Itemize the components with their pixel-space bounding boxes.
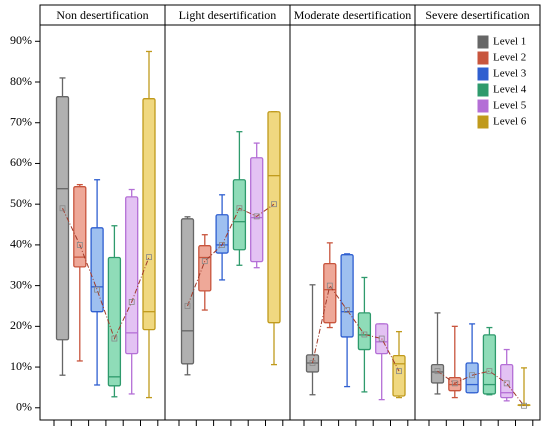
mean-line	[62, 208, 150, 340]
legend-label: Level 3	[493, 68, 527, 80]
mean-marker	[521, 402, 527, 409]
box	[142, 98, 156, 331]
mean-marker	[503, 380, 510, 387]
y-tick-label: 70%	[10, 114, 32, 128]
panel-title: Severe desertification	[425, 8, 529, 22]
box	[340, 254, 354, 338]
panel-title: Non desertification	[56, 8, 148, 22]
panel-title: Light desertification	[179, 8, 277, 22]
legend-swatch	[477, 51, 489, 65]
legend-swatch	[477, 83, 489, 97]
mean-marker	[361, 331, 368, 338]
y-tick-label: 80%	[10, 74, 32, 88]
box	[267, 111, 281, 324]
mean-marker	[236, 205, 243, 212]
mean-marker	[111, 335, 118, 342]
y-tick-label: 50%	[10, 196, 32, 210]
mean-marker	[344, 307, 351, 313]
mean-marker	[146, 254, 152, 261]
mean-marker	[128, 299, 135, 305]
mean-marker	[184, 303, 191, 309]
box	[482, 334, 497, 395]
box	[90, 227, 104, 313]
box	[250, 157, 264, 263]
legend-swatch	[477, 115, 489, 129]
box	[107, 256, 122, 387]
legend-label: Level 6	[493, 116, 527, 128]
mean-marker	[59, 205, 66, 212]
y-tick-label: 30%	[10, 277, 32, 291]
y-tick-label: 20%	[10, 318, 32, 332]
y-tick-label: 40%	[10, 237, 32, 251]
mean-marker	[396, 368, 402, 375]
box	[198, 245, 212, 292]
mean-marker	[76, 241, 83, 248]
mean-marker	[451, 380, 458, 387]
legend-label: Level 4	[493, 84, 527, 96]
mean-marker	[326, 282, 333, 289]
legend-swatch	[477, 99, 489, 113]
mean-marker	[309, 360, 316, 366]
mean-marker	[219, 241, 226, 248]
mean-marker	[486, 368, 493, 375]
mean-marker	[201, 258, 208, 265]
box	[215, 214, 229, 254]
mean-line	[312, 284, 400, 372]
y-tick-label: 90%	[10, 33, 32, 47]
y-tick-label: 60%	[10, 155, 32, 169]
legend-label: Level 1	[493, 36, 526, 48]
box	[125, 196, 139, 355]
box	[392, 355, 406, 397]
legend-swatch	[477, 67, 489, 81]
y-tick-label: 10%	[10, 359, 32, 373]
legend-label: Level 5	[493, 100, 527, 112]
y-tick-label: 0%	[16, 400, 32, 414]
mean-marker	[94, 286, 100, 293]
box	[180, 218, 195, 365]
mean-marker	[378, 335, 385, 342]
box	[357, 312, 372, 351]
box	[55, 96, 70, 341]
panel-title: Moderate desertification	[294, 8, 412, 22]
mean-marker	[469, 372, 476, 379]
mean-marker	[434, 368, 441, 375]
legend-swatch	[477, 35, 489, 49]
box	[232, 179, 247, 251]
mean-marker	[253, 213, 260, 220]
legend-label: Level 2	[493, 52, 526, 64]
mean-marker	[271, 201, 277, 208]
box	[73, 186, 87, 268]
box	[323, 262, 337, 324]
